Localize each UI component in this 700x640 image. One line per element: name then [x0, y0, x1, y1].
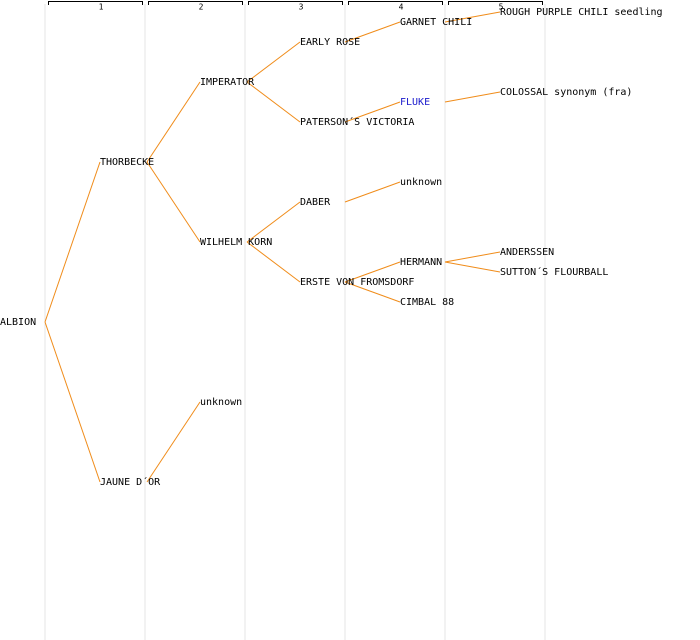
node-label: unknown — [400, 177, 442, 188]
node-label: PATERSON´S VICTORIA — [300, 116, 414, 128]
node-label: ANDERSSEN — [500, 247, 554, 258]
column-header: 5 — [499, 3, 504, 12]
node-label: GARNET CHILI — [400, 17, 472, 28]
node-label: IMPERATOR — [200, 77, 255, 88]
column-header: 3 — [299, 3, 304, 12]
node-label-highlight: FLUKE — [400, 97, 430, 108]
node-label: HERMANN — [400, 257, 442, 268]
edges — [44, 11, 501, 483]
node-label: ROUGH PURPLE CHILI seedling — [500, 7, 663, 18]
column-header: 4 — [399, 3, 404, 12]
node-label: ALBION — [0, 317, 36, 328]
column-guides — [44, 1, 546, 640]
column-header: 2 — [199, 3, 204, 12]
node-label: EARLY ROSE — [300, 37, 360, 48]
column-header: 1 — [99, 3, 104, 12]
node-label: CIMBAL 88 — [400, 297, 454, 308]
node-label: WILHELM KORN — [200, 237, 272, 248]
node-label: unknown — [200, 397, 242, 408]
node-label: JAUNE D´OR — [100, 476, 161, 488]
node-label: SUTTON´S FLOURBALL — [500, 266, 608, 278]
node-label: DABER — [300, 197, 331, 208]
node-label: ERSTE VON FROMSDORF — [300, 277, 414, 288]
node-label: COLOSSAL synonym (fra) — [500, 87, 632, 98]
node-label: THORBECKE — [100, 157, 154, 168]
